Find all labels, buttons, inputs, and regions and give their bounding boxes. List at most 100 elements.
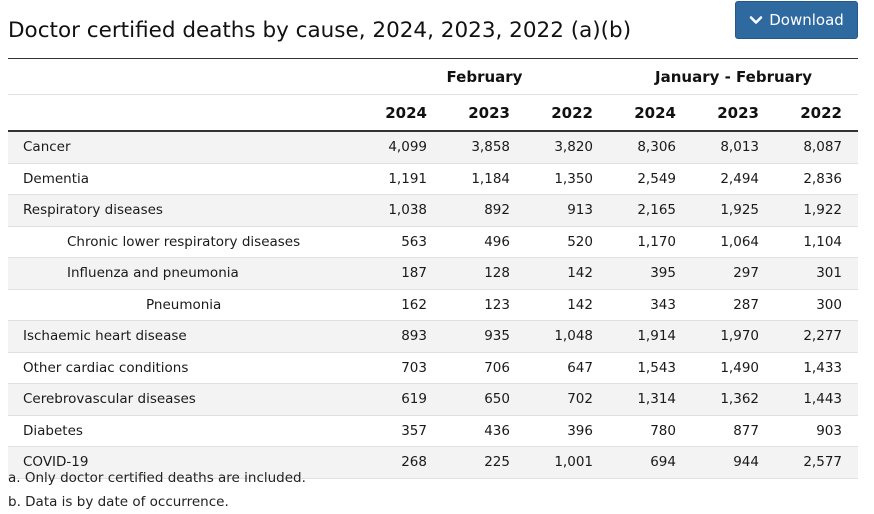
deaths-table: February January - February 2024 2023 20… [8,58,858,479]
footnote: b. Data is by date of occurrence. [8,494,229,510]
row-label: Dementia [8,163,360,195]
cell-value: 1,001 [526,446,609,479]
year-header: 2024 [360,94,443,132]
cell-value: 1,433 [775,352,858,384]
cell-value: 944 [692,446,775,479]
cell-value: 892 [443,194,526,227]
table-row: Diabetes 357 436 396 780 877 903 [8,415,858,447]
cell-value: 893 [360,320,443,353]
row-label: Chronic lower respiratory diseases [8,226,360,258]
year-header: 2024 [609,94,692,132]
cell-value: 268 [360,446,443,479]
table-row: Other cardiac conditions 703 706 647 1,543 1,… [8,352,858,384]
download-button[interactable]: Download [735,1,858,39]
cell-value: 1,925 [692,194,775,227]
header-blank [8,94,360,132]
year-header: 2022 [775,94,858,132]
cell-value: 2,165 [609,194,692,227]
table-row: Pneumonia 162 123 142 343 287 300 [8,289,858,321]
table-row: COVID-19 268 225 1,001 694 944 2,577 [8,446,858,479]
cell-value: 123 [443,289,526,321]
row-label: Pneumonia [8,289,360,321]
cell-value: 913 [526,194,609,227]
cell-value: 1,038 [360,194,443,227]
table-row: Respiratory diseases 1,038 892 913 2,165 1,92… [8,194,858,227]
cell-value: 300 [775,289,858,321]
table-row: Influenza and pneumonia 187 128 142 395 297 30… [8,257,858,290]
cell-value: 357 [360,415,443,447]
group-header-jan-feb: January - February [609,58,858,95]
table-row: Cancer 4,099 3,858 3,820 8,306 8,013 8,087 [8,131,858,164]
cell-value: 436 [443,415,526,447]
table-row: Dementia 1,191 1,184 1,350 2,549 2,494 2,836 [8,163,858,195]
row-label: COVID-19 [8,446,360,479]
cell-value: 2,577 [775,446,858,479]
cell-value: 2,836 [775,163,858,195]
cell-value: 520 [526,226,609,258]
cell-value: 1,184 [443,163,526,195]
cell-value: 2,277 [775,320,858,353]
cell-value: 128 [443,257,526,290]
cell-value: 703 [360,352,443,384]
cell-value: 3,820 [526,131,609,164]
cell-value: 1,490 [692,352,775,384]
cell-value: 563 [360,226,443,258]
cell-value: 702 [526,383,609,416]
table-row: Chronic lower respiratory diseases 563 496… [8,226,858,258]
row-label: Cancer [8,131,360,164]
cell-value: 706 [443,352,526,384]
year-header: 2023 [692,94,775,132]
cell-value: 780 [609,415,692,447]
cell-value: 1,914 [609,320,692,353]
cell-value: 496 [443,226,526,258]
year-header: 2023 [443,94,526,132]
cell-value: 187 [360,257,443,290]
cell-value: 8,306 [609,131,692,164]
page-title: Doctor certified deaths by cause, 2024, … [8,18,632,44]
cell-value: 1,048 [526,320,609,353]
cell-value: 619 [360,383,443,416]
download-label: Download [769,11,844,29]
cell-value: 3,858 [443,131,526,164]
cell-value: 1,064 [692,226,775,258]
cell-value: 1,922 [775,194,858,227]
cell-value: 142 [526,289,609,321]
cell-value: 4,099 [360,131,443,164]
row-label: Respiratory diseases [8,194,360,227]
group-header-february: February [360,58,609,95]
year-header-row: 2024 2023 2022 2024 2023 2022 [8,94,858,132]
cell-value: 162 [360,289,443,321]
header-blank [8,58,360,95]
table-body: Cancer 4,099 3,858 3,820 8,306 8,013 8,087 Deme… [8,131,858,479]
cell-value: 1,191 [360,163,443,195]
cell-value: 877 [692,415,775,447]
row-label: Ischaemic heart disease [8,320,360,353]
cell-value: 2,494 [692,163,775,195]
cell-value: 2,549 [609,163,692,195]
cell-value: 396 [526,415,609,447]
footnotes: a. Only doctor certified deaths are incl… [8,466,306,514]
cell-value: 8,013 [692,131,775,164]
table-row: Cerebrovascular diseases 619 650 702 1,314 1,… [8,383,858,416]
cell-value: 694 [609,446,692,479]
row-label: Diabetes [8,415,360,447]
table-row: Ischaemic heart disease 893 935 1,048 1,914 1… [8,320,858,353]
row-label: Cerebrovascular diseases [8,383,360,416]
cell-value: 1,543 [609,352,692,384]
cell-value: 1,170 [609,226,692,258]
cell-value: 301 [775,257,858,290]
cell-value: 8,087 [775,131,858,164]
cell-value: 1,350 [526,163,609,195]
group-header-row: February January - February [8,58,858,95]
cell-value: 903 [775,415,858,447]
cell-value: 647 [526,352,609,384]
chevron-down-icon [749,16,763,24]
cell-value: 1,443 [775,383,858,416]
year-header: 2022 [526,94,609,132]
cell-value: 1,362 [692,383,775,416]
cell-value: 1,970 [692,320,775,353]
row-label: Influenza and pneumonia [8,257,360,290]
cell-value: 395 [609,257,692,290]
footnote: a. Only doctor certified deaths are incl… [8,470,306,486]
cell-value: 225 [443,446,526,479]
